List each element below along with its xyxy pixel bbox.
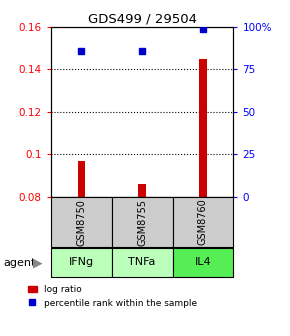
Text: IL4: IL4 <box>195 257 211 267</box>
Text: IFNg: IFNg <box>69 257 94 267</box>
Text: TNFa: TNFa <box>128 257 156 267</box>
Title: GDS499 / 29504: GDS499 / 29504 <box>88 13 197 26</box>
Legend: log ratio, percentile rank within the sample: log ratio, percentile rank within the sa… <box>28 285 197 307</box>
Bar <box>199 59 207 197</box>
Bar <box>173 248 233 277</box>
Bar <box>112 197 173 247</box>
Bar <box>138 184 146 197</box>
Text: ▶: ▶ <box>33 256 43 269</box>
Bar <box>77 161 85 197</box>
Bar <box>112 248 173 277</box>
Bar <box>51 197 112 247</box>
Text: GSM8755: GSM8755 <box>137 199 147 246</box>
Bar <box>51 248 112 277</box>
Text: GSM8750: GSM8750 <box>76 199 86 246</box>
Bar <box>173 197 233 247</box>
Text: agent: agent <box>3 258 35 268</box>
Text: GSM8760: GSM8760 <box>198 199 208 246</box>
